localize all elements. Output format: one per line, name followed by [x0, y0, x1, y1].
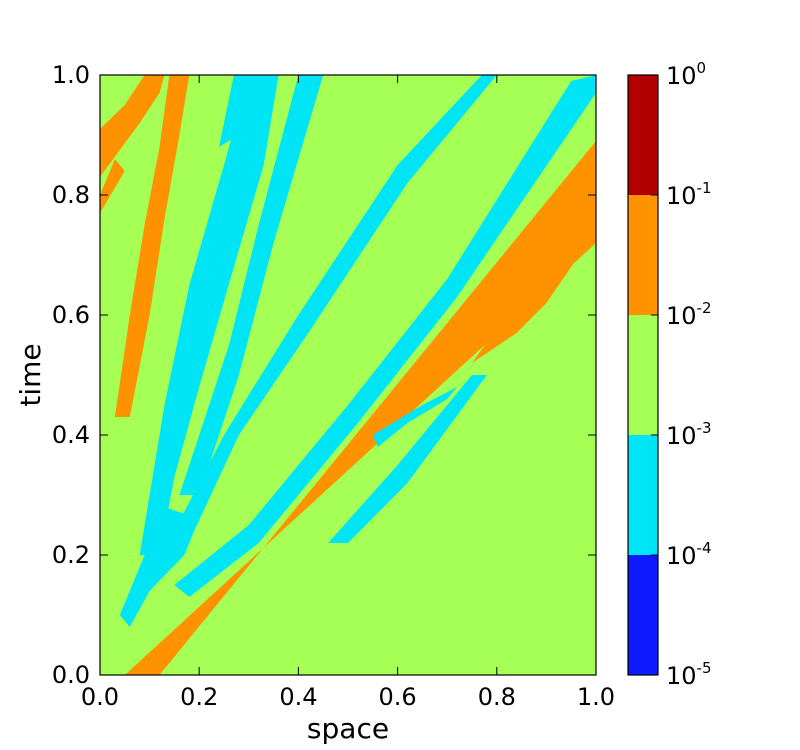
colorbar-level-4: [628, 75, 658, 195]
top-left-orange-patch: [100, 75, 165, 177]
x-axis-title: space: [307, 712, 389, 745]
y-axis-ticks: 0.0 0.2 0.4 0.6 0.8 1.0: [52, 61, 596, 689]
colorbar-level-1: [628, 435, 658, 555]
colorbar-tick-label: 10-4: [666, 539, 712, 570]
x-tick-label: 0.8: [478, 683, 516, 711]
colorbar-tick-label: 10-5: [666, 659, 712, 690]
y-tick-label: 0.6: [52, 301, 90, 329]
colorbar-tick-base: 10: [666, 182, 697, 210]
cyan-stripe-3: [174, 75, 596, 597]
left-edge-orange-patch: [100, 159, 125, 213]
colorbar-tick-label: 10-2: [666, 299, 712, 330]
colorbar-tick-exponent: 0: [697, 59, 707, 77]
cyan-stripe-4: [139, 75, 279, 555]
colorbar-tick-base: 10: [666, 302, 697, 330]
colorbar-tick-exponent: -5: [697, 659, 712, 677]
x-tick-label: 0.2: [180, 683, 218, 711]
colorbar-tick-label: 10-3: [666, 419, 712, 450]
upper-left-orange-band: [114, 75, 190, 417]
colorbar-tick-base: 10: [666, 422, 697, 450]
cyan-lower-fringe: [328, 375, 487, 543]
plot-area: [100, 75, 596, 675]
colorbar-tick-label: 100: [666, 59, 706, 90]
colorbar-tick-label: 10-1: [666, 179, 712, 210]
y-tick-label: 1.0: [52, 61, 90, 89]
colorbar-tick-exponent: -2: [697, 299, 712, 317]
colorbar-tick-base: 10: [666, 62, 697, 90]
colorbar-tick-exponent: -4: [697, 539, 712, 557]
colorbar-frame: [627, 74, 659, 676]
y-tick-label: 0.4: [52, 421, 90, 449]
x-tick-label: 0.6: [379, 683, 417, 711]
colorbar-level-2: [628, 315, 658, 435]
cyan-mid-fringe: [372, 387, 458, 447]
cyan-stripe-1: [179, 75, 324, 495]
colorbar-tick-base: 10: [666, 662, 697, 690]
x-tick-label: 1.0: [577, 683, 615, 711]
right-orange-fringe: [472, 195, 596, 363]
cyan-top-stub: [219, 75, 254, 147]
x-axis-ticks: 0.0 0.2 0.4 0.6 0.8 1.0: [81, 75, 615, 711]
colorbar-tick-base: 10: [666, 542, 697, 570]
x-tick-label: 0.0: [81, 683, 119, 711]
colorbar-level-3: [628, 195, 658, 315]
plot-frame: [99, 74, 597, 676]
cyan-knot: [119, 507, 200, 627]
x-tick-label: 0.4: [279, 683, 317, 711]
colorbar-tick-exponent: -1: [697, 179, 712, 197]
cyan-stripe-2: [174, 75, 497, 531]
y-tick-label: 0.2: [52, 541, 90, 569]
colorbar-tick-exponent: -3: [697, 419, 712, 437]
heatmap-bands: [100, 75, 596, 675]
y-tick-label: 0.8: [52, 181, 90, 209]
y-axis-title: time: [14, 343, 47, 406]
y-tick-label: 0.0: [52, 661, 90, 689]
colorbar-level-0: [628, 555, 658, 675]
